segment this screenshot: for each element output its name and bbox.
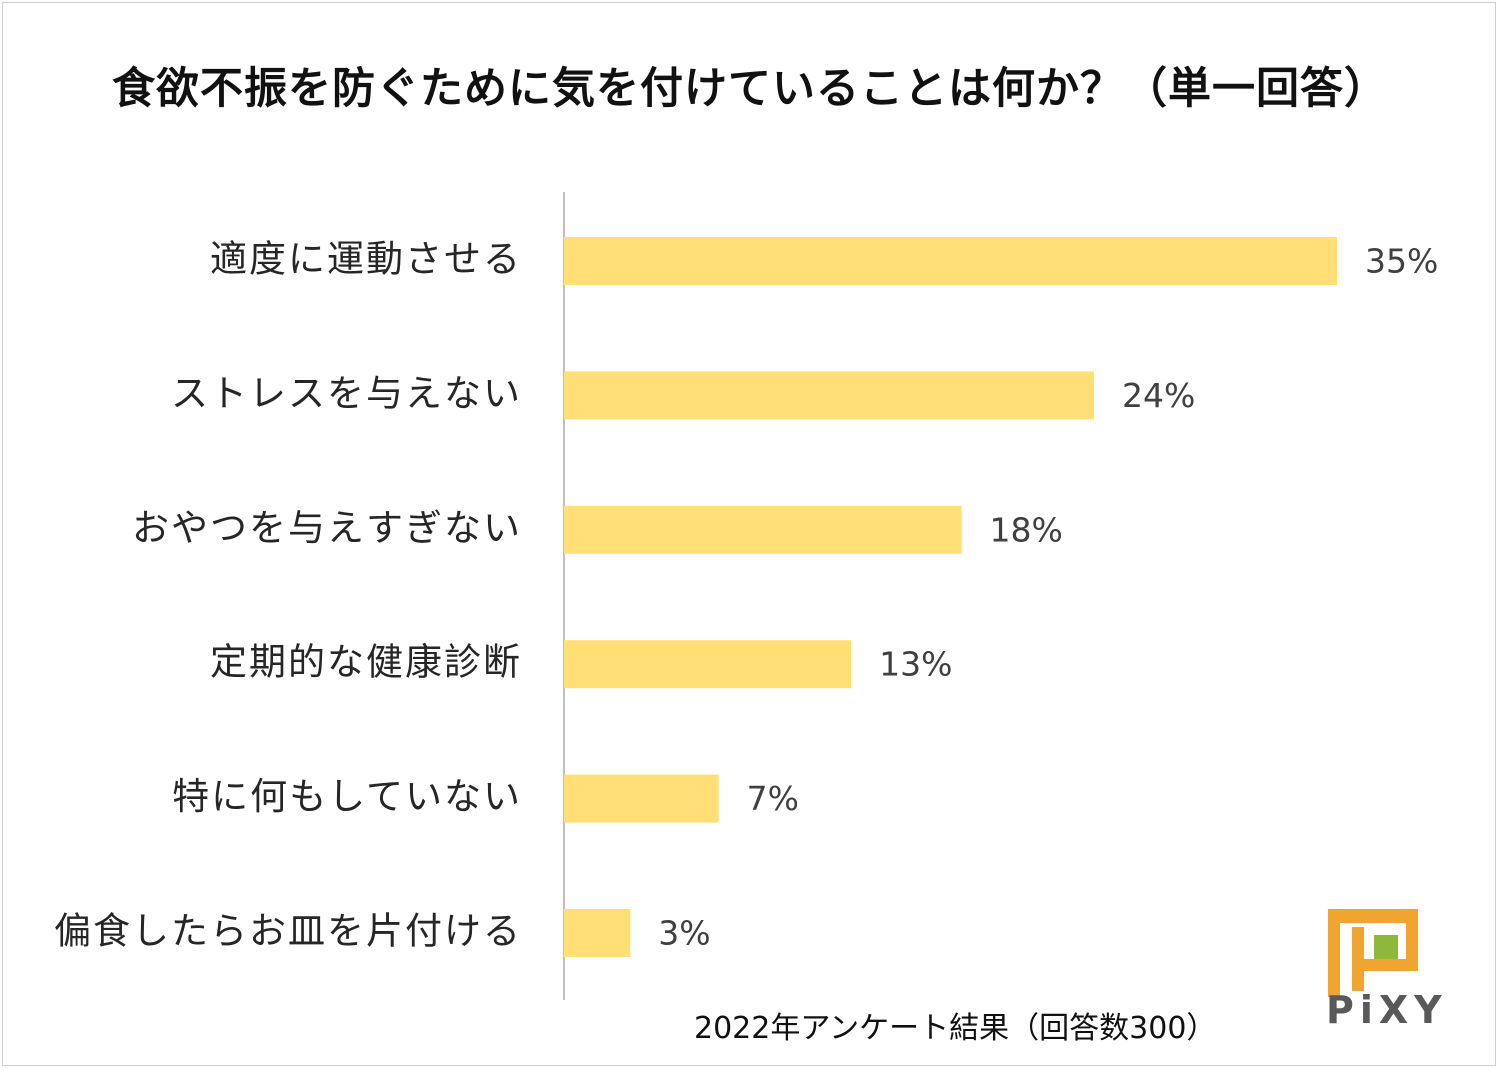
data-label: 13% [879, 645, 952, 684]
data-label: 18% [990, 510, 1063, 549]
pixy-p-logo-icon [1328, 909, 1418, 997]
category-label: 偏食したらお皿を片付ける [54, 910, 522, 953]
survey-footnote: 2022年アンケート結果（回答数300） [694, 1011, 1217, 1046]
category-label: 特に何もしていない [172, 775, 522, 818]
category-label: 適度に運動させる [210, 238, 522, 281]
data-label: 3% [658, 914, 710, 953]
data-label: 24% [1122, 376, 1195, 415]
category-label: ストレスを与えない [171, 372, 522, 415]
bar [564, 371, 1095, 420]
pixy-logo-text: PiXY [1326, 988, 1448, 1032]
data-label: 35% [1365, 242, 1438, 281]
category-label: 定期的な健康診断 [210, 641, 522, 684]
data-label: 7% [747, 779, 799, 818]
chart-title: 食欲不振を防ぐために気を付けていることは何か？（単一回答） [112, 64, 1388, 114]
bar [564, 640, 852, 689]
category-label: おやつを与えすぎない [132, 506, 522, 549]
bar [564, 774, 719, 823]
bar [564, 505, 962, 554]
bar [564, 909, 631, 957]
bar [564, 237, 1337, 285]
